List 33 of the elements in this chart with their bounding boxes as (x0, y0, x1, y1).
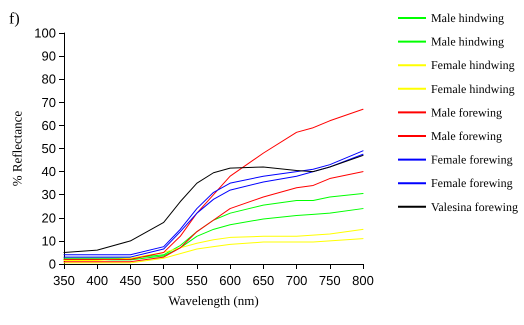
x-tick-label: 800 (352, 273, 374, 288)
y-tick-label: 20 (42, 210, 56, 226)
y-tick-label: 40 (42, 164, 56, 180)
y-tick-label: 50 (42, 141, 56, 156)
legend-label: Female forewing (431, 152, 513, 167)
x-axis-title: Wavelength (nm) (168, 293, 259, 308)
y-tick-label: 80 (42, 72, 56, 87)
y-tick-label: 30 (42, 187, 56, 202)
y-tick-label: 100 (34, 26, 56, 40)
y-tick-label: 0 (48, 256, 56, 272)
x-tick-label: 650 (252, 273, 274, 288)
y-axis-title: % Reflectance (9, 110, 24, 186)
y-tick-label: 60 (42, 118, 56, 133)
chart-title: f) (9, 10, 20, 28)
x-tick-label: 550 (186, 273, 208, 288)
legend-label: Female hindwing (431, 58, 515, 72)
x-tick-label: 750 (318, 273, 341, 288)
x-tick-label: 600 (219, 273, 241, 288)
legend-label: Female hindwing (431, 82, 515, 96)
x-tick-label: 400 (86, 273, 108, 288)
legend-label: Male forewing (431, 105, 502, 120)
y-tick-label: 90 (42, 48, 56, 64)
legend-label: Valesina forewing (431, 200, 518, 214)
x-tick-label: 500 (152, 273, 175, 288)
legend-label: Male hindwing (431, 11, 504, 25)
legend-label: Male hindwing (431, 34, 504, 49)
y-tick-label: 10 (42, 233, 56, 248)
legend-label: Male forewing (431, 129, 502, 143)
y-tick-label: 70 (42, 94, 56, 110)
x-tick-label: 700 (286, 273, 308, 288)
legend-label: Female forewing (431, 176, 513, 190)
x-tick-label: 350 (53, 273, 75, 288)
x-tick-label: 450 (120, 273, 142, 288)
